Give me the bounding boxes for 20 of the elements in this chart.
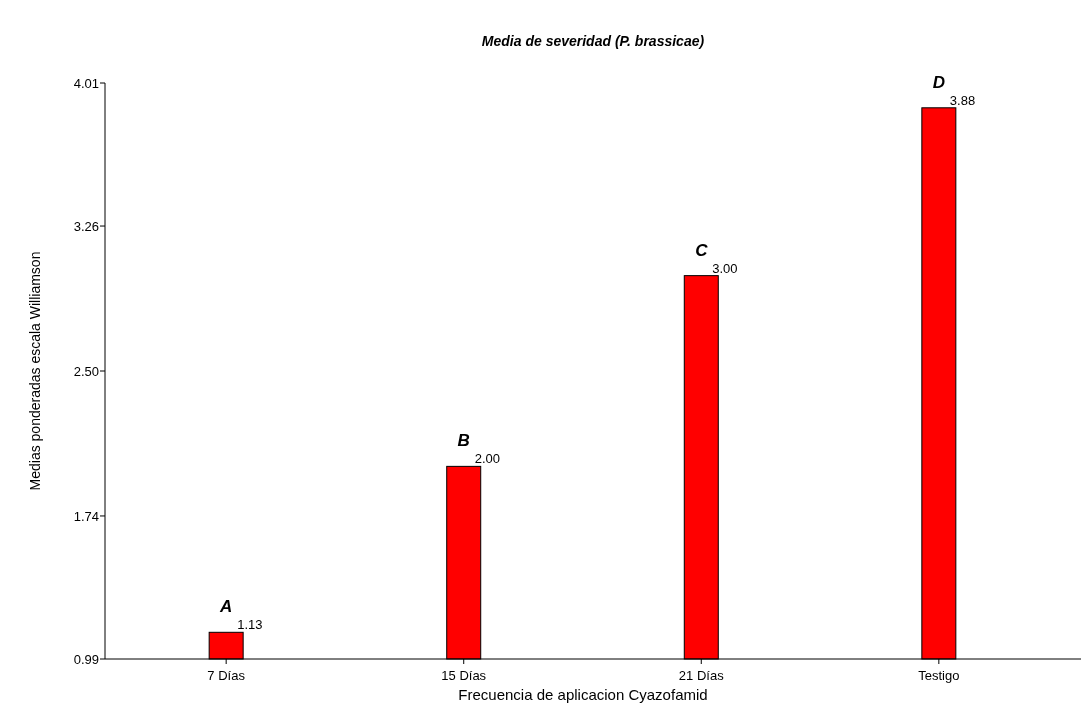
- y-tick-label: 1.74: [73, 508, 99, 524]
- x-tick-label: 21 Días: [678, 668, 725, 683]
- x-tick-label: Testigo: [918, 668, 960, 683]
- x-axis-title: Frecuencia de aplicacion Cyazofamid: [458, 686, 708, 703]
- annotation: B: [457, 431, 470, 451]
- chart-title: Media de severidad (P. brassicae): [481, 33, 705, 49]
- y-tick-label: 2.50: [73, 363, 99, 379]
- y-tick-label: 3.26: [73, 218, 99, 234]
- y-tick-label: 0.99: [73, 651, 99, 667]
- data-label: 2.00: [474, 451, 501, 467]
- data-label: 3.88: [949, 92, 976, 108]
- annotation: C: [695, 240, 709, 260]
- y-axis-title: Medias ponderadas escala Williamson: [27, 251, 43, 491]
- x-tick-label: 15 Días: [441, 668, 487, 683]
- y-tick-label: 4.01: [73, 75, 99, 91]
- data-label: 1.13: [237, 617, 263, 633]
- data-label: 3.00: [712, 260, 738, 276]
- annotation: D: [932, 72, 945, 92]
- x-tick-label: 7 Días: [207, 668, 246, 683]
- annotation: A: [219, 597, 233, 617]
